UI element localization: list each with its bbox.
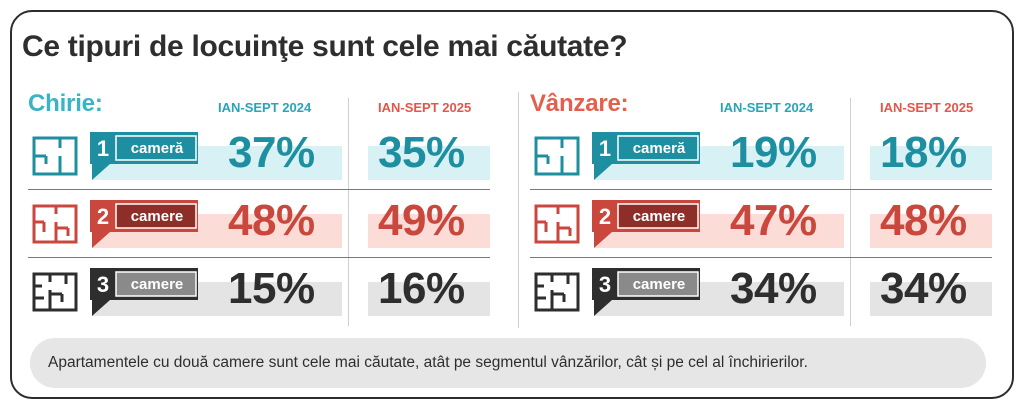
value-2025: 16% [378, 264, 465, 313]
value-2025: 34% [880, 264, 967, 313]
table-row: 1 cameră 19% 18% [530, 122, 998, 190]
room-tag-text: 2 camere [90, 200, 198, 248]
row-divider [28, 256, 490, 258]
value-band [368, 146, 490, 180]
column-divider [348, 98, 349, 326]
column-header-2025: IAN-SEPT 2025 [880, 100, 974, 115]
value-2024: 19% [730, 128, 817, 177]
row-divider [530, 188, 992, 190]
value-band [368, 214, 490, 248]
page-title: Ce tipuri de locuinţe sunt cele mai căut… [22, 30, 628, 63]
column-header-2024: IAN-SEPT 2024 [720, 100, 814, 115]
section-title-sale: Vânzare: [530, 90, 629, 117]
column-divider [850, 98, 851, 326]
table-row: 3 camere 34% 34% [530, 258, 998, 326]
value-band [870, 282, 992, 316]
floor-plan-3-rooms-icon [534, 272, 580, 312]
room-tag-text: 1 cameră [90, 132, 198, 180]
floor-plan-2-rooms-icon [534, 204, 580, 244]
room-tag [90, 132, 198, 180]
room-tag-text: 2 camere [592, 200, 700, 248]
section-divider [518, 92, 519, 328]
value-2025: 48% [880, 196, 967, 245]
section-sale: Vânzare: IAN-SEPT 2024 IAN-SEPT 2025 1 c… [530, 90, 1000, 330]
room-tag [90, 268, 198, 316]
floor-plan-3-rooms-icon [32, 272, 78, 312]
room-count: 1 [96, 136, 110, 161]
value-band [870, 146, 992, 180]
room-tag [592, 268, 700, 316]
table-row: 2 camere 47% 48% [530, 190, 998, 258]
section-rent: Chirie: IAN-SEPT 2024 IAN-SEPT 2025 1 ca… [28, 90, 498, 330]
value-2025: 49% [378, 196, 465, 245]
column-header-2025: IAN-SEPT 2025 [378, 100, 472, 115]
floor-plan-1-room-icon [534, 136, 580, 176]
row-divider [530, 256, 992, 258]
room-label: camere [130, 276, 184, 293]
value-2024: 37% [228, 128, 315, 177]
room-tag [592, 132, 700, 180]
table-row: 1 cameră 37% 35% [28, 122, 496, 190]
value-2025: 35% [378, 128, 465, 177]
room-label: camere [632, 276, 686, 293]
table-row: 2 camere 48% 49% [28, 190, 496, 258]
room-count: 2 [96, 204, 110, 229]
value-2024: 48% [228, 196, 315, 245]
column-header-2024: IAN-SEPT 2024 [218, 100, 312, 115]
room-count: 1 [598, 136, 612, 161]
value-2024: 34% [730, 264, 817, 313]
section-title-rent: Chirie: [28, 90, 103, 117]
value-2024: 15% [228, 264, 315, 313]
floor-plan-2-rooms-icon [32, 204, 78, 244]
table-row: 3 camere 15% 16% [28, 258, 496, 326]
room-tag [592, 200, 700, 248]
room-label: camere [130, 208, 184, 225]
value-2025: 18% [880, 128, 967, 177]
room-count: 3 [598, 272, 612, 297]
floor-plan-1-room-icon [32, 136, 78, 176]
room-label: cameră [130, 140, 184, 157]
room-tag-text: 3 camere [592, 268, 700, 316]
value-band [368, 282, 490, 316]
row-divider [28, 188, 490, 190]
summary-note: Apartamentele cu două camere sunt cele m… [30, 338, 986, 388]
room-count: 2 [598, 204, 612, 229]
room-label: camere [632, 208, 686, 225]
room-count: 3 [96, 272, 110, 297]
room-label: cameră [632, 140, 686, 157]
value-band [870, 214, 992, 248]
room-tag [90, 200, 198, 248]
value-2024: 47% [730, 196, 817, 245]
room-tag-text: 1 cameră [592, 132, 700, 180]
room-tag-text: 3 camere [90, 268, 198, 316]
